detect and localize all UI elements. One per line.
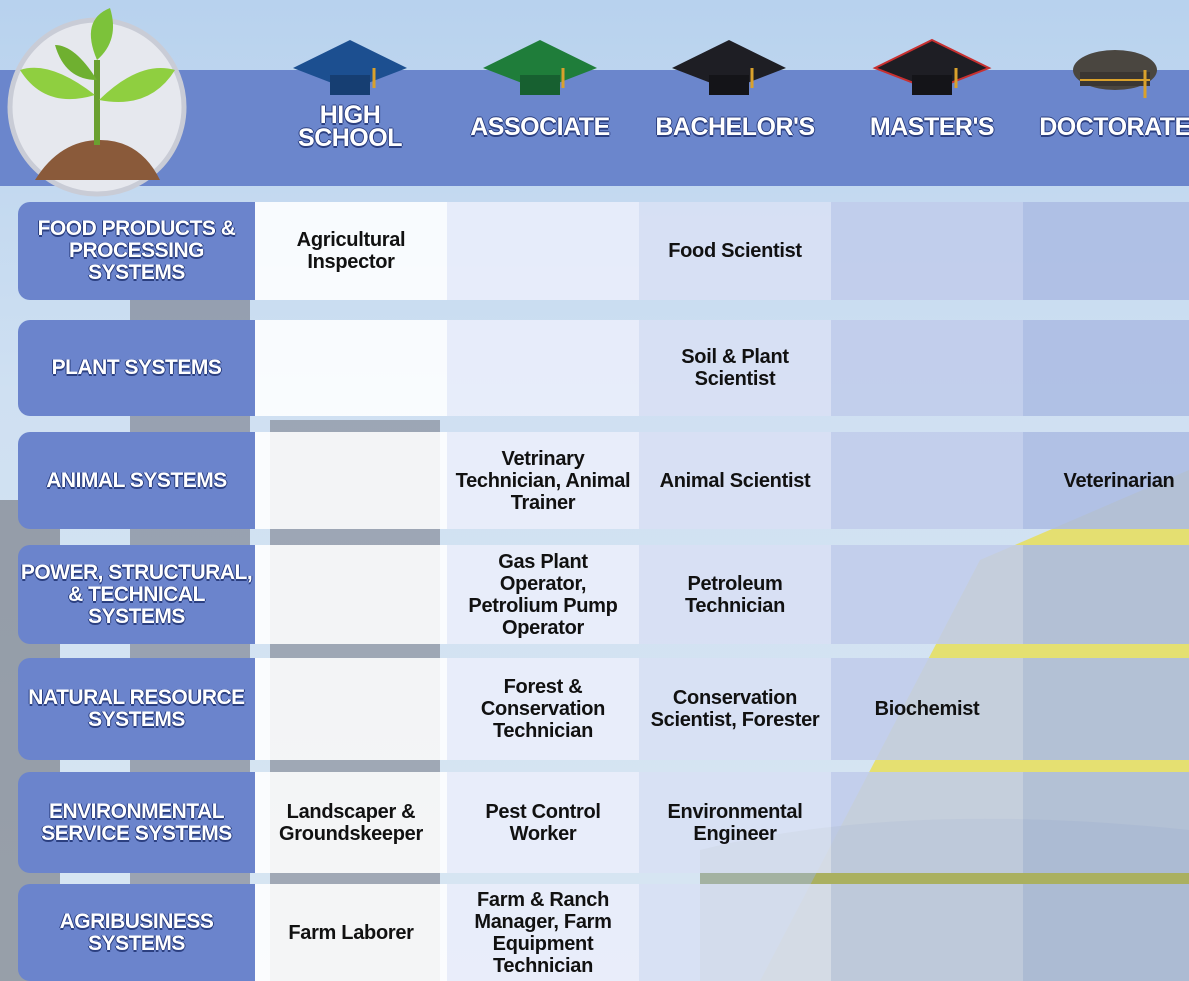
table-cell [1023,772,1189,873]
table-cell: Food Scientist [639,202,831,300]
table-cell: Farm & Ranch Manager, Farm Equipment Tec… [447,884,639,981]
table-cell: Pest Control Worker [447,772,639,873]
table-cell: Environmental Engineer [639,772,831,873]
table-cell [1023,884,1189,981]
table-cell: Soil & Plant Scientist [639,320,831,416]
table-cell [447,202,639,300]
table-cell: Forest & Conservation Technician [447,658,639,760]
table-cell [831,772,1023,873]
table-cell [1023,658,1189,760]
table-cell [447,320,639,416]
table-cell [639,884,831,981]
table-cell: Petroleum Technician [639,545,831,644]
column-header: DOCTORATE [1039,113,1189,141]
column-header: BACHELOR'S [655,113,815,141]
table-cell [831,545,1023,644]
table-cell: Vetrinary Technician, Animal Trainer [447,432,639,529]
table-cell [1023,202,1189,300]
table-cell [255,432,447,529]
table-cell: Conservation Scientist, Forester [639,658,831,760]
table-cell [831,884,1023,981]
row-label: AGRIBUSINESS SYSTEMS [18,884,255,981]
table-cell: Agricultural Inspector [255,202,447,300]
column-header: HIGH SCHOOL [298,101,402,152]
table-cell: Landscaper & Groundskeeper [255,772,447,873]
row-label: POWER, STRUCTURAL, & TECHNICAL SYSTEMS [18,545,255,644]
table-cell [1023,320,1189,416]
table-cell [831,320,1023,416]
column-header: MASTER'S [869,113,995,141]
table-cell: Gas Plant Operator, Petrolium Pump Opera… [447,545,639,644]
column-header: ASSOCIATE [470,113,610,141]
table-cell [1023,545,1189,644]
table-cell [255,320,447,416]
table-cell: Animal Scientist [639,432,831,529]
table-cell: Biochemist [831,658,1023,760]
table-cell [255,545,447,644]
table-cell: Veterinarian [1023,432,1189,529]
row-label: ENVIRONMENTAL SERVICE SYSTEMS [18,772,255,873]
table-cell [255,658,447,760]
table-cell [831,432,1023,529]
row-label: NATURAL RESOURCE SYSTEMS [18,658,255,760]
row-label: PLANT SYSTEMS [18,320,255,416]
row-label: ANIMAL SYSTEMS [18,432,255,529]
table-cell [831,202,1023,300]
row-label: FOOD PRODUCTS & PROCESSING SYSTEMS [18,202,255,300]
grad-caps [293,38,1157,98]
table-cell: Farm Laborer [255,884,447,981]
